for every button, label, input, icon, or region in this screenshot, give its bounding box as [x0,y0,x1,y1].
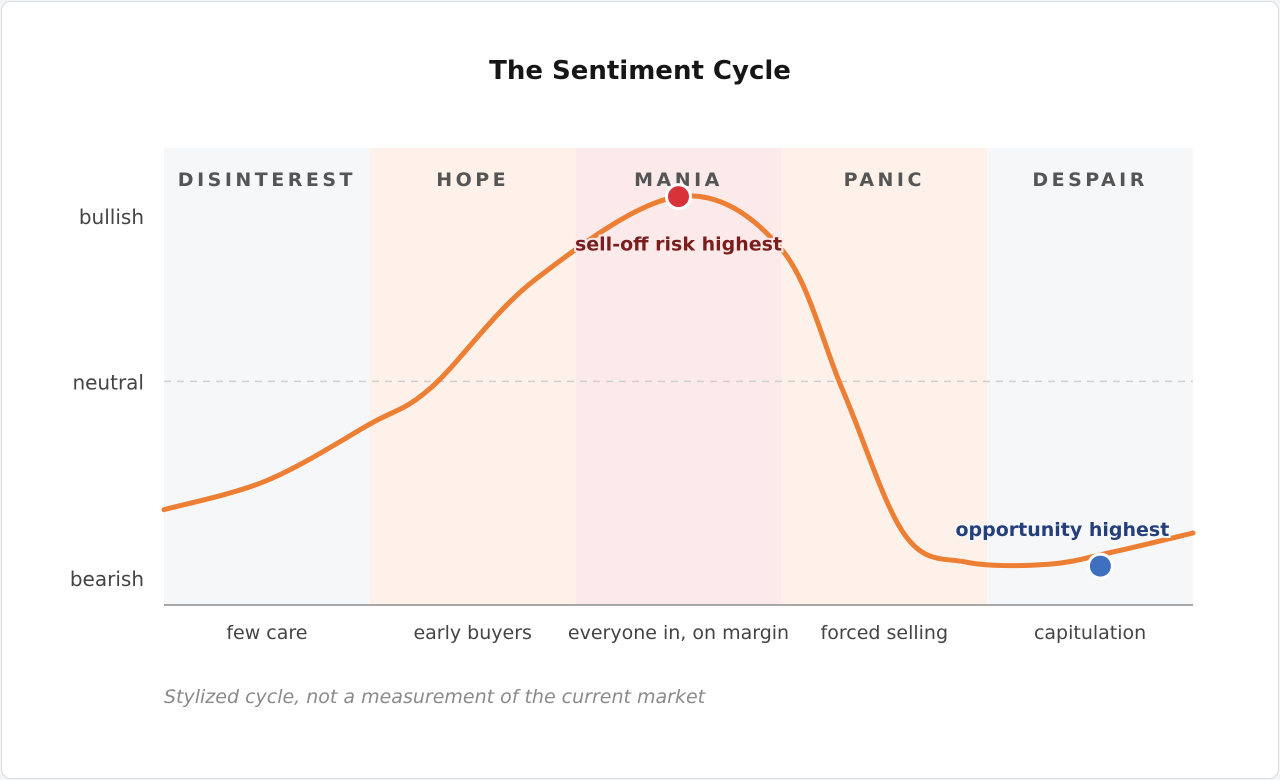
sentiment-curve [161,193,1196,569]
trough-annotation: opportunity highest [955,519,1169,541]
phase-description-hope: early buyers [413,622,531,644]
y-label-bearish: bearish [70,567,144,591]
phase-label-panic: PANIC [844,169,925,191]
phase-label-mania: MANIA [634,169,723,191]
y-axis-labels: bullish neutral bearish [70,205,144,591]
phase-description-disinterest: few care [226,622,307,644]
phase-description-despair: capitulation [1034,622,1146,644]
chart-title: The Sentiment Cycle [489,56,791,86]
trough-marker [1086,552,1114,580]
chart-caption: Stylized cycle, not a measurement of the… [164,686,706,708]
y-label-bullish: bullish [79,205,144,229]
x-axis-labels: few care early buyers everyone in, on marg… [226,622,1146,644]
phase-band-hope [369,148,576,605]
phase-label-despair: DESPAIR [1032,169,1148,191]
y-label-neutral: neutral [72,370,144,394]
phase-band-disinterest [164,148,370,605]
annotations: sell-off risk highest opportunity highest [573,183,1171,580]
peak-marker [665,183,692,211]
phase-label-hope: HOPE [436,169,509,191]
phase-band-despair [987,148,1193,605]
phase-description-panic: forced selling [821,622,948,644]
phase-description-mania: everyone in, on margin [568,622,789,644]
phase-bands: DISINTEREST HOPE MANIA PANIC DESPAIR [164,148,1193,605]
phase-label-disinterest: DISINTEREST [178,169,356,191]
peak-annotation: sell-off risk highest [575,234,782,256]
phase-band-panic [781,148,988,605]
